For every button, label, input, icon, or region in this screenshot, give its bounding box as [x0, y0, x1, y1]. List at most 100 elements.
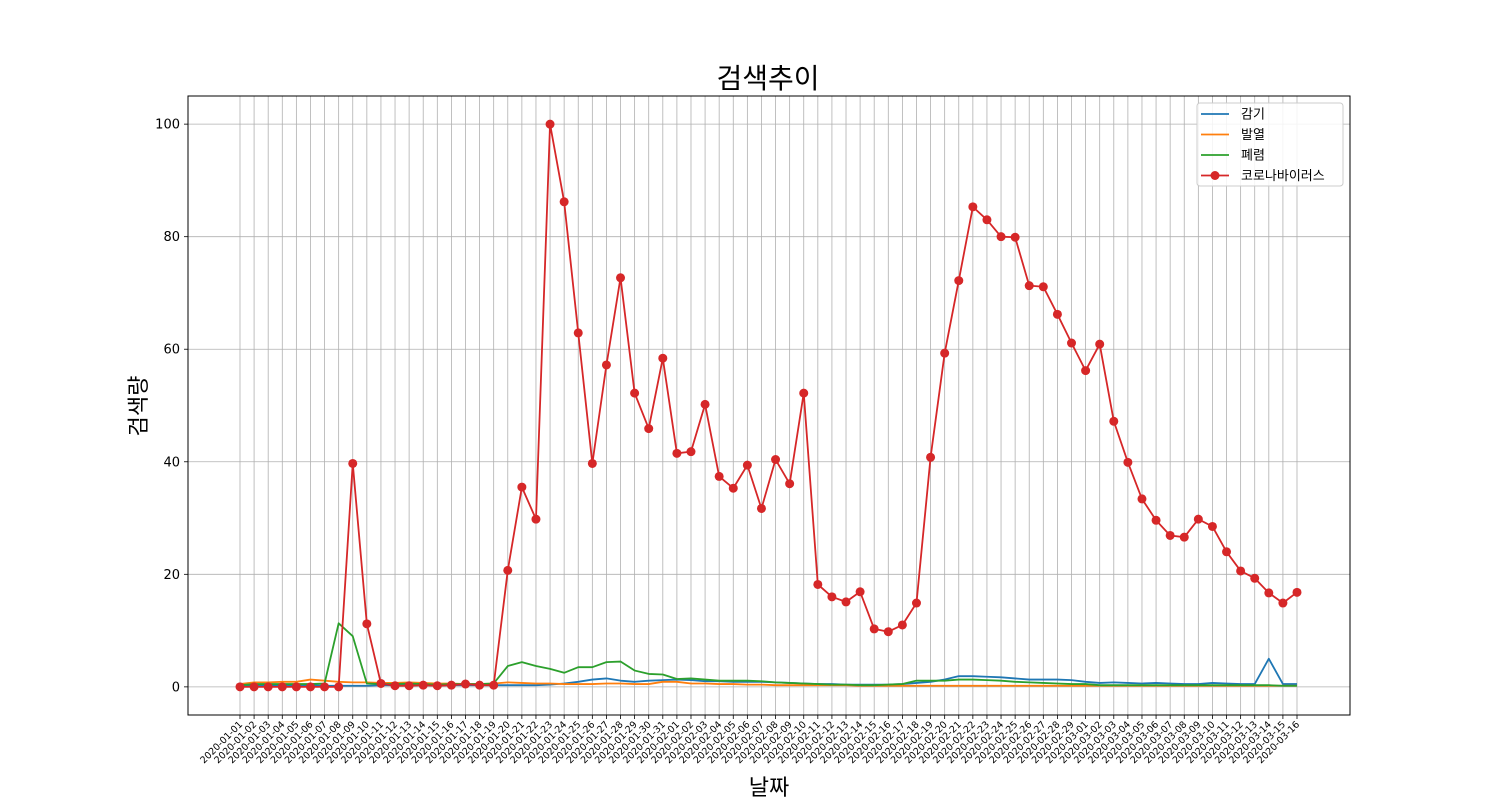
data-point [517, 482, 527, 492]
legend-label: 코로나바이러스 [1241, 169, 1325, 184]
x-axis-label: 날짜 [749, 776, 789, 801]
y-axis-label: 검색량 [127, 376, 152, 437]
series-line [239, 622, 1297, 687]
x-axis-ticks: 2020-01-012020-01-022020-01-032020-01-04… [198, 715, 1302, 766]
data-point [1024, 281, 1034, 291]
y-tick-label: 20 [163, 568, 180, 583]
data-point [362, 619, 372, 629]
data-point [277, 682, 287, 692]
data-point [1165, 530, 1175, 540]
data-point [559, 197, 569, 207]
data-point [503, 565, 513, 575]
legend-box [1196, 102, 1344, 187]
y-tick-label: 0 [172, 680, 180, 695]
data-point [390, 681, 400, 691]
data-point [827, 592, 837, 602]
data-point [644, 424, 654, 434]
data-point [291, 682, 301, 692]
data-point [1278, 598, 1288, 608]
data-point [348, 458, 358, 468]
data-point [982, 215, 992, 225]
data-point [1109, 416, 1119, 426]
data-point [1222, 547, 1232, 557]
data-point [1038, 282, 1048, 292]
x-gridlines [239, 96, 1298, 715]
data-point [1250, 573, 1260, 583]
legend-entry: 코로나바이러스 [1201, 169, 1325, 184]
data-point [897, 620, 907, 630]
data-point [1067, 338, 1077, 348]
plot-area [188, 96, 1350, 715]
data-point [672, 448, 682, 458]
data-point [841, 597, 851, 607]
data-point [954, 276, 964, 286]
data-point [869, 624, 879, 634]
data-point [1137, 494, 1147, 504]
data-point [305, 682, 315, 692]
data-point [771, 455, 781, 465]
legend-entry: 감기 [1201, 108, 1265, 123]
legend-marker [1210, 171, 1220, 180]
data-point [855, 587, 865, 597]
legend-entry: 폐렴 [1201, 149, 1265, 164]
y-tick-label: 100 [155, 118, 180, 133]
data-point [587, 458, 597, 468]
series-코로나바이러스 [235, 119, 1302, 692]
data-point [1264, 588, 1274, 598]
data-point [1292, 587, 1302, 597]
data-point [728, 483, 738, 493]
data-point [446, 680, 456, 690]
legend-label: 감기 [1241, 108, 1265, 123]
data-point [601, 360, 611, 370]
data-point [1081, 366, 1091, 376]
data-point [404, 681, 414, 691]
data-point [658, 353, 668, 363]
data-point [1207, 521, 1217, 531]
data-point [1095, 339, 1105, 349]
data-point [799, 388, 809, 398]
data-point [630, 388, 640, 398]
data-point [545, 119, 555, 129]
data-point [940, 348, 950, 358]
y-tick-label: 60 [163, 343, 180, 358]
data-point [320, 682, 330, 692]
data-point [249, 682, 259, 692]
data-point [616, 273, 626, 283]
data-point [489, 680, 499, 690]
series-layer [235, 119, 1302, 692]
data-point [700, 399, 710, 409]
series-line [240, 123, 1298, 688]
data-point [531, 514, 541, 524]
data-point [785, 479, 795, 489]
data-point [418, 680, 428, 690]
legend-entry: 발열 [1201, 128, 1265, 143]
data-point [573, 328, 583, 338]
data-point [1236, 566, 1246, 576]
data-point [376, 678, 386, 688]
data-point [968, 202, 978, 212]
y-tick-label: 80 [163, 230, 180, 245]
data-point [1123, 457, 1133, 467]
series-폐렴 [239, 622, 1297, 687]
data-point [714, 471, 724, 481]
data-point [883, 627, 893, 637]
plot-frame [187, 95, 1351, 716]
data-point [742, 460, 752, 470]
data-point [1151, 515, 1161, 525]
y-tick-label: 40 [163, 455, 180, 470]
data-point [235, 682, 245, 692]
legend-label: 폐렴 [1241, 149, 1265, 164]
legend-label: 발열 [1241, 128, 1265, 143]
data-point [432, 681, 442, 691]
data-point [1010, 232, 1020, 242]
data-point [263, 682, 273, 692]
data-point [813, 579, 823, 589]
chart-title: 검색추이 [716, 62, 819, 95]
data-point [1052, 309, 1062, 319]
data-point [926, 452, 936, 462]
data-point [686, 447, 696, 457]
data-point [475, 680, 485, 690]
y-axis-ticks: 0 20 40 60 80 100 [155, 118, 188, 695]
